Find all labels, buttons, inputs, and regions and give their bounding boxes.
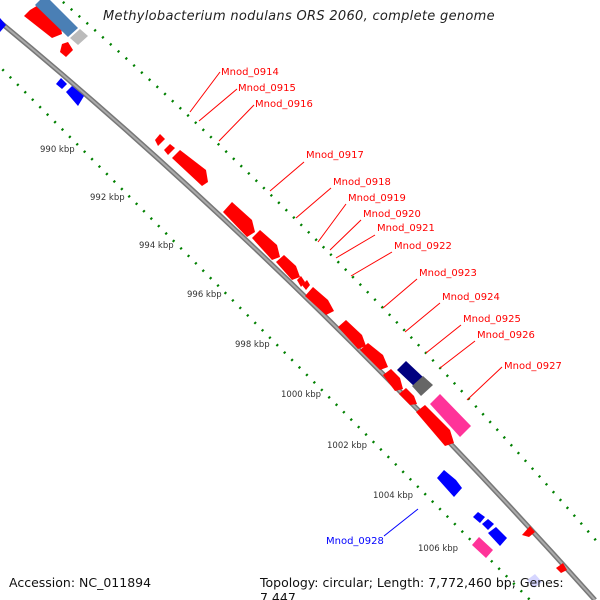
backbone-highlight	[0, 21, 596, 600]
gene-mnod-0922	[305, 287, 334, 315]
inner-tick-track	[0, 65, 532, 600]
tick-label: 1004 kbp	[373, 491, 413, 501]
tick-label: 992 kbp	[90, 193, 125, 203]
gene-mnod-0923	[338, 320, 366, 349]
gene-label[interactable]: Mnod_0919	[348, 193, 406, 204]
gene-mnod-0928	[437, 470, 462, 497]
map-title: Methylobacterium nodulans ORS 2060, comp…	[103, 9, 495, 24]
gene-mnod-0915	[164, 144, 175, 155]
genome-summary: Topology: circular; Length: 7,772,460 bp…	[260, 575, 564, 600]
gene-mnod-0925	[397, 361, 424, 387]
gene-reverse	[482, 519, 494, 530]
gene-label[interactable]: Mnod_0915	[238, 83, 296, 94]
gene-mnod-0917	[223, 202, 255, 237]
gene-reverse	[56, 78, 67, 89]
gene-forward	[399, 388, 417, 405]
gene-mnod-0921	[302, 280, 310, 290]
gene-steelblue	[35, 0, 78, 37]
gene-pink	[472, 537, 493, 558]
gene-label[interactable]: Mnod_0917	[306, 150, 364, 161]
gene-label[interactable]: Mnod_0920	[363, 209, 421, 220]
gene-forward	[416, 405, 454, 446]
gene-label[interactable]: Mnod_0922	[394, 241, 452, 252]
gene-gray	[70, 29, 88, 45]
gene-label[interactable]: Mnod_0925	[463, 314, 521, 325]
gene-forward	[60, 42, 73, 57]
gene-reverse	[66, 86, 84, 106]
gene-label[interactable]: Mnod_0918	[333, 177, 391, 188]
gene-reverse	[0, 18, 6, 32]
reverse-genes	[0, 18, 507, 546]
label-leaders	[189, 71, 503, 537]
tick-label: 996 kbp	[187, 290, 222, 300]
gene-mnod-0919	[276, 255, 300, 280]
tick-label: 998 kbp	[235, 340, 270, 350]
gene-mnod-0924	[360, 343, 388, 370]
gene-mnod-0918	[252, 230, 280, 260]
gene-label[interactable]: Mnod_0923	[419, 268, 477, 279]
gene-label[interactable]: Mnod_0928	[326, 536, 384, 547]
tick-label: 990 kbp	[40, 145, 75, 155]
gene-reverse	[488, 527, 507, 546]
gene-mnod-0914	[155, 134, 165, 146]
gene-label[interactable]: Mnod_0914	[221, 67, 279, 78]
gene-label[interactable]: Mnod_0921	[377, 223, 435, 234]
accession-text: Accession: NC_011894	[9, 575, 152, 590]
outer-tick-track	[58, 0, 600, 546]
gene-faded	[527, 574, 542, 588]
gene-mnod-0916	[172, 150, 208, 186]
gene-forward	[24, 4, 62, 38]
tick-label: 1000 kbp	[281, 390, 321, 400]
gene-label[interactable]: Mnod_0916	[255, 99, 313, 110]
gene-pseudo-gray	[412, 376, 433, 396]
tick-label: 994 kbp	[139, 241, 174, 251]
gene-label[interactable]: Mnod_0926	[477, 330, 535, 341]
gene-label[interactable]: Mnod_0924	[442, 292, 500, 303]
gene-forward	[383, 369, 403, 391]
gene-forward	[522, 526, 535, 537]
tick-label: 1002 kbp	[327, 441, 367, 451]
tick-label: 1006 kbp	[418, 544, 458, 554]
gene-forward	[556, 563, 567, 573]
gene-label[interactable]: Mnod_0927	[504, 361, 562, 372]
gene-reverse	[473, 512, 485, 523]
gene-mnod-0927	[430, 394, 471, 437]
forward-genes	[24, 4, 567, 573]
